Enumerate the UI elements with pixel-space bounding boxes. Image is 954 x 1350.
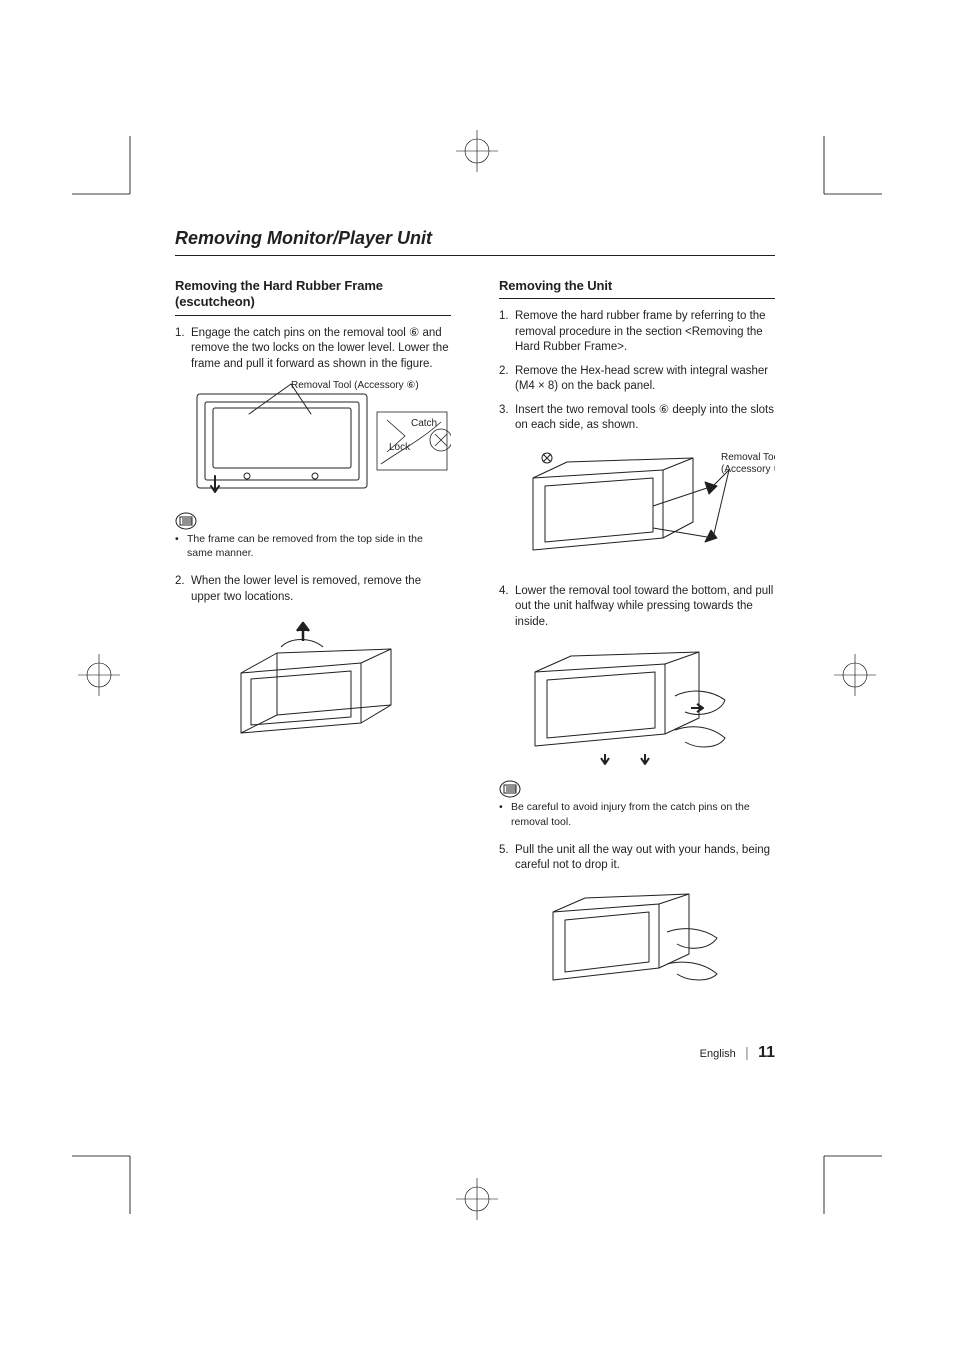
two-column-layout: Removing the Hard Rubber Frame (escutche… bbox=[175, 278, 775, 1014]
step-number: 3. bbox=[499, 403, 515, 434]
left-note: • The frame can be removed from the top … bbox=[175, 532, 451, 560]
step-text: Insert the two removal tools ⑥ deeply in… bbox=[515, 403, 775, 434]
left-step-1: 1. Engage the catch pins on the removal … bbox=[175, 326, 451, 373]
left-heading: Removing the Hard Rubber Frame (escutche… bbox=[175, 278, 451, 316]
note-icon bbox=[499, 780, 775, 798]
figure-upper-removal bbox=[211, 613, 451, 743]
step-text: Pull the unit all the way out with your … bbox=[515, 843, 775, 874]
footer-page-number: 11 bbox=[758, 1044, 775, 1061]
step-number: 4. bbox=[499, 584, 515, 631]
step-text: Lower the removal tool toward the bottom… bbox=[515, 584, 775, 631]
right-step-5: 5. Pull the unit all the way out with yo… bbox=[499, 843, 775, 874]
page-content: Removing Monitor/Player Unit Removing th… bbox=[175, 228, 775, 1014]
left-column: Removing the Hard Rubber Frame (escutche… bbox=[175, 278, 451, 1014]
right-step-4: 4. Lower the removal tool toward the bot… bbox=[499, 584, 775, 631]
right-step-3: 3. Insert the two removal tools ⑥ deeply… bbox=[499, 403, 775, 434]
bullet-dot: • bbox=[175, 532, 187, 560]
figure-pull-halfway bbox=[515, 638, 775, 768]
page-footer: English | 11 bbox=[700, 1044, 775, 1062]
note-icon bbox=[175, 512, 451, 530]
step-text: Engage the catch pins on the removal too… bbox=[191, 326, 451, 373]
footer-separator: | bbox=[745, 1044, 749, 1060]
step-text: When the lower level is removed, remove … bbox=[191, 574, 451, 605]
label-lock: Lock bbox=[389, 442, 411, 453]
step-text: Remove the Hex-head screw with integral … bbox=[515, 364, 775, 395]
figure-insert-tools: Removal Tool (Accessory ⑥) bbox=[515, 442, 775, 572]
right-heading: Removing the Unit bbox=[499, 278, 775, 299]
figure-frame-removal: Removal Tool (Accessory ⑥) Lock Catch bbox=[191, 380, 451, 500]
step-number: 1. bbox=[175, 326, 191, 373]
note-text: Be careful to avoid injury from the catc… bbox=[511, 800, 775, 828]
left-step-2: 2. When the lower level is removed, remo… bbox=[175, 574, 451, 605]
right-step-1: 1. Remove the hard rubber frame by refer… bbox=[499, 309, 775, 356]
figure-pull-out bbox=[539, 882, 775, 1002]
step-text: Remove the hard rubber frame by referrin… bbox=[515, 309, 775, 356]
right-note: • Be careful to avoid injury from the ca… bbox=[499, 800, 775, 828]
step-number: 5. bbox=[499, 843, 515, 874]
label-removal-tool-b: (Accessory ⑥) bbox=[721, 464, 775, 475]
right-step-2: 2. Remove the Hex-head screw with integr… bbox=[499, 364, 775, 395]
step-number: 1. bbox=[499, 309, 515, 356]
step-number: 2. bbox=[499, 364, 515, 395]
page-title: Removing Monitor/Player Unit bbox=[175, 228, 775, 256]
right-column: Removing the Unit 1. Remove the hard rub… bbox=[499, 278, 775, 1014]
note-text: The frame can be removed from the top si… bbox=[187, 532, 451, 560]
footer-language: English bbox=[700, 1048, 736, 1060]
label-removal-tool: Removal Tool (Accessory ⑥) bbox=[291, 380, 419, 391]
label-catch: Catch bbox=[411, 418, 437, 429]
step-number: 2. bbox=[175, 574, 191, 605]
label-removal-tool-a: Removal Tool bbox=[721, 452, 775, 463]
bullet-dot: • bbox=[499, 800, 511, 828]
